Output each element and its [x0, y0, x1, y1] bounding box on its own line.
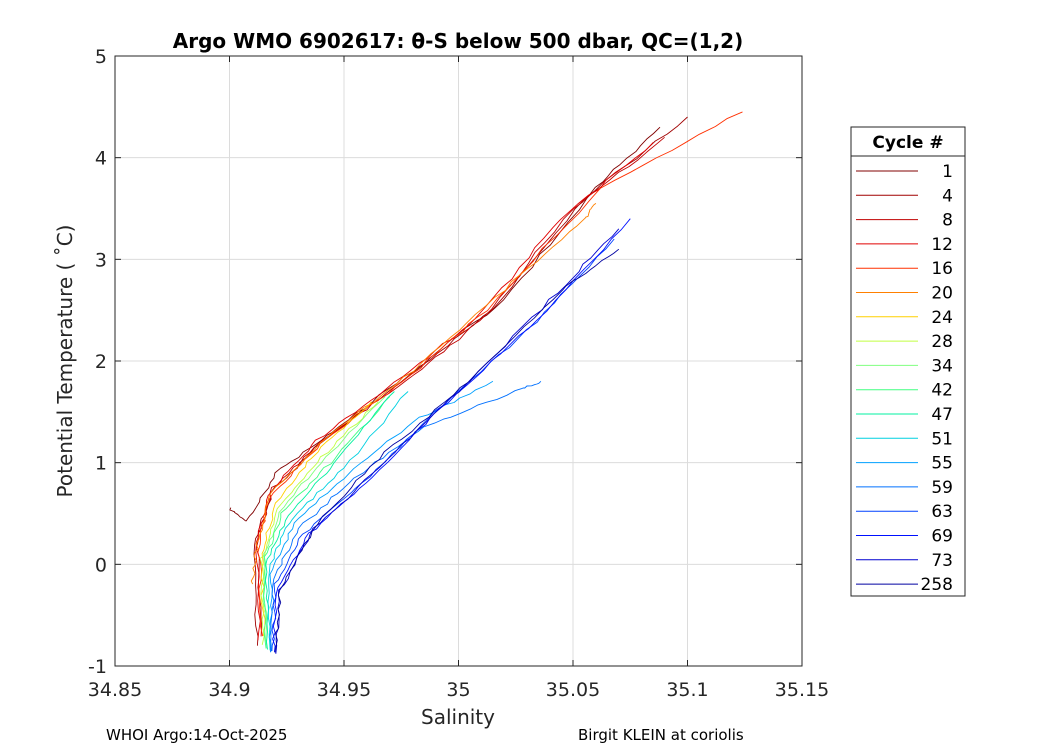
legend-label: 59 — [931, 478, 953, 498]
legend-items: 1 4 8 12 16 20 24 28 34 42 47 51 55 59 63 69 73 258 — [856, 162, 953, 595]
legend-label: 1 — [942, 162, 953, 182]
series-line-cycle-51 — [267, 391, 409, 651]
series-line-cycle-59 — [270, 380, 542, 653]
legend-title: Cycle # — [872, 133, 943, 153]
legend-label: 16 — [931, 259, 953, 279]
legend-label: 34 — [931, 356, 953, 376]
legend-label: 73 — [931, 551, 953, 571]
legend-label: 47 — [931, 405, 953, 425]
axis-ticks: 34.85 34.9 34.95 35 35.05 35.1 35.15 -1 0 1 2 3 4 5 — [88, 46, 829, 701]
y-tick-label: 1 — [95, 453, 107, 475]
x-tick-label: 35.05 — [546, 679, 600, 701]
legend: Cycle # 1 4 8 12 16 20 24 28 34 42 47 51 55 59 63 69 73 2… — [850, 126, 966, 597]
series-line-cycle-69 — [272, 218, 631, 652]
legend-label: 55 — [931, 454, 953, 474]
series-line-cycle-42 — [263, 396, 391, 649]
legend-label: 12 — [931, 235, 953, 255]
legend-label: 42 — [931, 381, 953, 401]
series-line-cycle-73 — [275, 228, 620, 654]
series-line-cycle-20 — [250, 203, 597, 585]
legend-label: 69 — [931, 527, 953, 547]
series-lines — [229, 111, 743, 654]
x-tick-label: 35.15 — [775, 679, 829, 701]
y-tick-label: 2 — [95, 351, 107, 373]
legend-label: 63 — [931, 502, 953, 522]
series-line-cycle-55 — [268, 380, 494, 652]
footer-left: WHOI Argo:14-Oct-2025 — [106, 726, 287, 744]
y-axis-label: Potential Temperature ( ˚C) — [53, 225, 77, 498]
legend-label: 8 — [942, 211, 953, 231]
legend-box — [850, 126, 966, 597]
grid-lines — [115, 56, 802, 666]
series-line-cycle-258 — [274, 248, 620, 653]
series-line-cycle-12 — [255, 142, 654, 641]
x-tick-label: 35 — [446, 679, 470, 701]
y-tick-label: 4 — [95, 148, 107, 170]
y-tick-label: 0 — [95, 554, 107, 576]
series-line-cycle-1 — [229, 126, 661, 522]
footer-right: Birgit KLEIN at coriolis — [578, 726, 744, 744]
x-tick-label: 34.85 — [88, 679, 142, 701]
legend-label: 51 — [931, 429, 953, 449]
legend-label: 24 — [931, 308, 953, 328]
x-tick-label: 34.95 — [317, 679, 371, 701]
x-tick-label: 34.9 — [208, 679, 250, 701]
x-axis-label: Salinity — [421, 705, 495, 729]
legend-label: 20 — [931, 284, 953, 304]
chart-title: Argo WMO 6902617: θ-S below 500 dbar, QC… — [173, 29, 743, 53]
series-line-cycle-47 — [264, 391, 395, 650]
series-line-cycle-24 — [260, 401, 372, 636]
legend-label: 4 — [942, 186, 953, 206]
y-tick-label: 3 — [95, 249, 107, 271]
series-line-cycle-28 — [259, 401, 379, 645]
y-tick-label: -1 — [88, 656, 107, 678]
series-line-cycle-4 — [253, 116, 688, 646]
series-line-cycle-34 — [262, 396, 386, 648]
x-tick-label: 35.1 — [666, 679, 708, 701]
y-tick-label: 5 — [95, 46, 107, 68]
legend-label: 28 — [931, 332, 953, 352]
legend-label: 258 — [921, 575, 953, 595]
